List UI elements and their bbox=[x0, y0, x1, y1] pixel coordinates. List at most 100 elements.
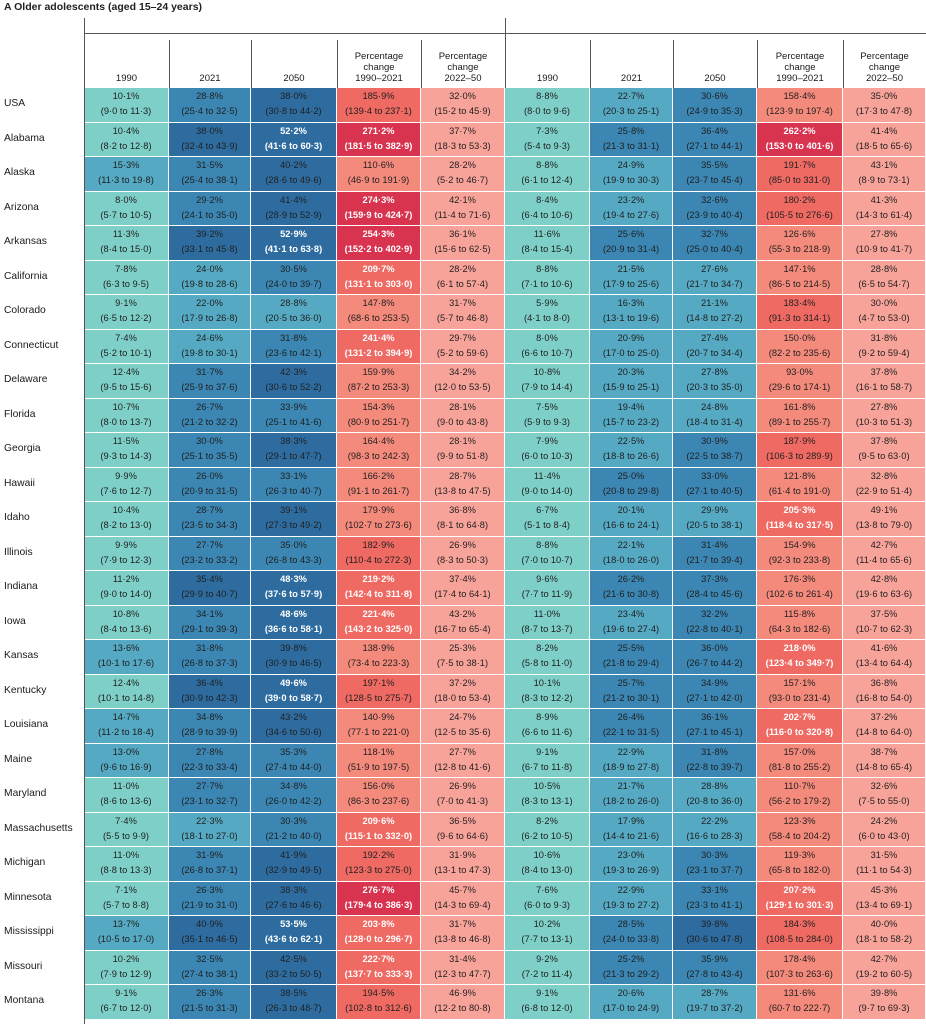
cell-value: 35·0% bbox=[870, 91, 898, 101]
cell-value: 158·4% bbox=[783, 91, 816, 101]
cell-value: 26·3% bbox=[196, 988, 223, 998]
cell-interval: (107·3 to 263·6) bbox=[766, 968, 833, 979]
cell-interval: (8·3 to 50·3) bbox=[436, 554, 489, 565]
cell-interval: (6·0 to 43·0) bbox=[858, 830, 910, 841]
cell-interval: (18·2 to 26·0) bbox=[602, 796, 660, 806]
cell-value: 161·8% bbox=[783, 401, 816, 412]
cell-value: 25·2% bbox=[617, 953, 645, 964]
table-cell: 28·7% (23·5 to 34·3) bbox=[169, 502, 251, 537]
table-cell: 254·3% (152·2 to 402·9) bbox=[337, 226, 421, 261]
table-cell: 241·4% (131·2 to 394·9) bbox=[337, 329, 421, 364]
cell-interval: (25·4 to 38·1) bbox=[181, 175, 238, 185]
cell-interval: (17·4 to 64·1) bbox=[434, 589, 491, 599]
cell-interval: (91·3 to 314·1) bbox=[768, 313, 831, 323]
cell-value: 123·3% bbox=[783, 815, 816, 826]
table-cell: 39·8% (30·9 to 46·5) bbox=[251, 640, 337, 675]
cell-value: 31·7% bbox=[449, 298, 476, 308]
table-cell: 36·0% (26·7 to 44·2) bbox=[673, 640, 757, 675]
cell-value: 41·3% bbox=[870, 194, 898, 205]
cell-interval: (27·1 to 44·1) bbox=[686, 140, 743, 151]
cell-value: 27·7% bbox=[196, 539, 223, 550]
cell-interval: (27·3 to 49·2) bbox=[265, 520, 322, 530]
cell-value: 8·8% bbox=[536, 160, 558, 170]
cell-interval: (9·7 to 69·3) bbox=[858, 1003, 910, 1013]
cell-value: 159·9% bbox=[362, 367, 395, 377]
cell-value: 22·3% bbox=[196, 815, 223, 826]
cell-value: 30·5% bbox=[280, 263, 307, 274]
cell-value: 42·3% bbox=[280, 367, 307, 377]
table-cell: 12·4% (10·1 to 14·8) bbox=[84, 674, 169, 709]
cell-value: 22·0% bbox=[196, 298, 223, 308]
cell-value: 36·4% bbox=[701, 125, 728, 136]
table-cell: 22·1% (18·0 to 26·0) bbox=[590, 536, 673, 571]
cell-interval: (159·9 to 424·7) bbox=[344, 209, 413, 220]
table-cell: 17·9% (14·4 to 21·6) bbox=[590, 812, 673, 847]
column-header: 2050 bbox=[251, 73, 337, 84]
cell-interval: (25·9 to 37·6) bbox=[181, 382, 238, 392]
cell-interval: (20·9 to 31·5) bbox=[181, 485, 238, 496]
table-cell: 221·4% (143·2 to 325·0) bbox=[337, 605, 421, 640]
cell-value: 140·9% bbox=[362, 712, 395, 722]
table-cell: 38·0% (32·4 to 43·9) bbox=[169, 122, 251, 157]
cell-interval: (23·6 to 42·1) bbox=[265, 347, 322, 358]
cell-value: 7·6% bbox=[536, 884, 558, 895]
table-cell: 33·1% (23·3 to 41·1) bbox=[673, 881, 757, 916]
cell-value: 21·7% bbox=[617, 781, 645, 791]
cell-interval: (8·4 to 15·0) bbox=[100, 244, 152, 254]
table-cell: 30·3% (21·2 to 40·0) bbox=[251, 812, 337, 847]
cell-interval: (58·4 to 204·2) bbox=[768, 830, 831, 841]
cell-interval: (143·2 to 325·0) bbox=[344, 623, 413, 634]
cell-value: 10·4% bbox=[112, 125, 140, 136]
cell-value: 36·8% bbox=[870, 677, 898, 688]
cell-interval: (7·2 to 11·4) bbox=[521, 968, 573, 979]
cell-interval: (28·9 to 39·9) bbox=[181, 727, 238, 737]
table-cell: 205·3% (118·4 to 317·5) bbox=[757, 502, 843, 537]
cell-interval: (16·6 to 28·3) bbox=[686, 830, 743, 841]
cell-interval: (7·6 to 12·7) bbox=[100, 485, 152, 496]
column-header-line: 2050 bbox=[283, 73, 305, 84]
cell-interval: (105·5 to 276·6) bbox=[766, 209, 833, 220]
cell-value: 11·0% bbox=[533, 608, 561, 619]
table-cell: 38·7% (14·8 to 65·4) bbox=[843, 743, 926, 778]
row-label: Idaho bbox=[4, 512, 30, 523]
cell-interval: (13·4 to 64·4) bbox=[855, 658, 913, 668]
column-header: Percentage change 1990–2021 bbox=[757, 51, 843, 84]
cell-value: 30·6% bbox=[701, 91, 728, 101]
cell-value: 219·2% bbox=[362, 574, 395, 584]
table-cell: 192·2% (123·3 to 275·0) bbox=[337, 847, 421, 882]
row-label: Colorado bbox=[4, 305, 46, 316]
cell-value: 30·3% bbox=[701, 850, 728, 860]
cell-value: 9·2% bbox=[536, 953, 558, 964]
cell-interval: (22·9 to 51·4) bbox=[855, 485, 913, 496]
column-header-line: 2021 bbox=[199, 73, 221, 84]
table-cell: 20·3% (15·9 to 25·1) bbox=[590, 364, 673, 399]
cell-value: 8·0% bbox=[536, 332, 558, 343]
cell-value: 24·8% bbox=[701, 401, 728, 412]
table-cell: 9·9% (7·6 to 12·7) bbox=[84, 467, 169, 502]
cell-value: 39·8% bbox=[870, 988, 898, 998]
row-label: Hawaii bbox=[4, 477, 35, 489]
cell-interval: (102·7 to 273·6) bbox=[345, 520, 412, 530]
cell-interval: (102·6 to 261·4) bbox=[766, 589, 833, 599]
cell-value: 35·4% bbox=[196, 574, 223, 584]
cell-interval: (26·0 to 42·2) bbox=[265, 796, 322, 806]
cell-value: 11·5% bbox=[112, 436, 140, 446]
cell-value: 11·2% bbox=[112, 574, 140, 584]
cell-value: 36·4% bbox=[196, 677, 223, 688]
cell-value: 24·9% bbox=[617, 160, 645, 170]
cell-interval: (14·3 to 69·4) bbox=[434, 899, 491, 910]
cell-interval: (26·7 to 44·2) bbox=[686, 658, 743, 668]
cell-value: 28·7% bbox=[196, 505, 223, 515]
table-cell: 31·4% (12·3 to 47·7) bbox=[421, 950, 505, 985]
cell-value: 32·7% bbox=[701, 229, 728, 239]
table-cell: 38·5% (26·3 to 48·7) bbox=[251, 985, 337, 1020]
cell-value: 31·4% bbox=[701, 539, 728, 550]
cell-value: 131·6% bbox=[783, 988, 816, 998]
cell-value: 23·4% bbox=[617, 608, 645, 619]
cell-value: 23·2% bbox=[617, 194, 645, 205]
cell-interval: (26·3 to 40·7) bbox=[265, 485, 322, 496]
cell-interval: (18·8 to 26·6) bbox=[602, 451, 660, 461]
cell-interval: (6·2 to 10·5) bbox=[521, 830, 573, 841]
cell-interval: (5·2 to 59·6) bbox=[436, 347, 489, 358]
column-header-line: 2050 bbox=[704, 73, 726, 84]
